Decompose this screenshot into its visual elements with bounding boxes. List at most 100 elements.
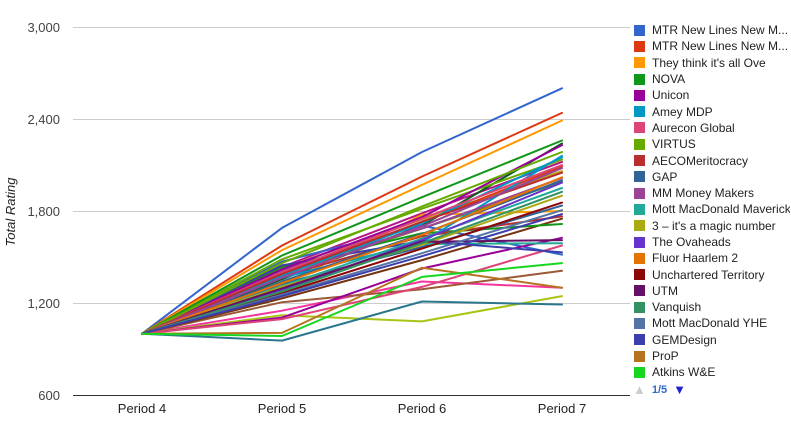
legend-item-label: The Ovaheads [652,235,731,249]
series-line [141,213,563,335]
legend-swatch-icon [634,203,645,215]
legend-item: Atkins W&E [634,364,790,380]
y-tick-label: 600 [38,388,60,403]
legend-item-label: Mott MacDonald YHE [652,316,768,331]
x-tick-label: Period 4 [117,401,167,416]
legend-item-label: 3 – it's a magic number [652,218,776,233]
legend-item-label: Vanquish [652,300,702,315]
series-line [141,87,563,335]
legend-pagination: ▲ 1/5 ▼ [633,382,686,397]
legend-swatch-icon [634,317,645,329]
series-line [141,300,563,342]
legend-page-up-icon[interactable]: ▲ [633,382,646,397]
legend-item: Fluor Haarlem 2 [634,250,790,266]
legend-swatch-icon [634,89,645,101]
series-line [141,176,563,335]
legend-item-label: Unchartered Territory [652,267,765,282]
legend-item-label: MTR New Lines New M... [652,23,789,38]
legend-swatch-icon [634,138,645,150]
series-line [141,167,563,335]
y-tick-label: 2,400 [27,112,60,127]
series-line [141,244,563,335]
x-tick-label: Period 7 [537,401,587,416]
legend-swatch-icon [634,252,645,264]
legend-item: Mott MacDonald YHE [634,315,790,331]
legend-item: 3 – it's a magic number [634,218,790,234]
x-tick-label: Period 5 [257,401,307,416]
legend-swatch-icon [634,40,645,52]
series-line [141,262,563,337]
legend-item: MTR New Lines New M... [634,38,790,54]
legend-item: Mott MacDonald Maverick [634,201,790,217]
legend: MTR New Lines New M... MTR New Lines New … [634,22,790,381]
legend-swatch-icon [634,171,645,183]
legend-item: Unicon [634,87,790,103]
legend-swatch-icon [634,122,645,134]
legend-item: MM Money Makers [634,185,790,201]
legend-swatch-icon [634,187,645,199]
legend-page-indicator: 1/5 [651,383,668,396]
series-line [141,239,563,335]
series-line [141,144,563,335]
legend-item-label: AECOMeritocracy [652,153,749,168]
series-line [141,269,563,335]
legend-swatch-icon [634,236,645,248]
legend-item: NOVA [634,71,790,87]
legend-item-label: GEMDesign [652,332,717,347]
legend-item: MTR New Lines New M... [634,22,790,38]
legend-item: GEMDesign [634,332,790,348]
legend-item: Unchartered Territory [634,266,790,282]
legend-swatch-icon [634,24,645,36]
legend-swatch-icon [634,350,645,362]
legend-item-label: Amey MDP [652,104,713,119]
legend-item-label: GAP [652,169,678,184]
legend-item: GAP [634,169,790,185]
legend-item: VIRTUS [634,136,790,152]
series-line [141,111,563,335]
legend-item: Vanquish [634,299,790,315]
legend-swatch-icon [634,155,645,167]
series-line [141,151,563,335]
legend-swatch-icon [634,220,645,232]
legend-item-label: Aurecon Global [652,120,735,135]
legend-item: The Ovaheads [634,234,790,250]
legend-item-label: VIRTUS [652,137,696,152]
series-line [141,190,563,335]
legend-item-label: They think it's all Ove [652,55,766,70]
legend-item-label: NOVA [652,72,686,87]
series-line [141,209,563,335]
legend-swatch-icon [634,269,645,281]
y-tick-label: 1,200 [27,296,60,311]
legend-item-label: Atkins W&E [652,365,716,380]
legend-swatch-icon [634,366,645,378]
series-line [141,119,563,335]
legend-swatch-icon [634,73,645,85]
legend-page-down-icon[interactable]: ▼ [673,382,687,397]
legend-item-label: Unicon [652,88,690,103]
legend-item: Amey MDP [634,103,790,119]
legend-item: UTM [634,283,790,299]
legend-item-label: MTR New Lines New M... [652,39,789,54]
series-line [141,239,563,335]
legend-item: ProP [634,348,790,364]
series-line [141,266,563,335]
legend-item-label: Fluor Haarlem 2 [652,251,739,266]
series-line [141,139,563,335]
legend-swatch-icon [634,106,645,118]
legend-swatch-icon [634,301,645,313]
legend-item: Aurecon Global [634,120,790,136]
y-tick-label: 3,000 [27,20,60,35]
series-line [141,295,563,335]
legend-item-label: MM Money Makers [652,186,755,201]
y-tick-label: 1,800 [27,204,60,219]
legend-item: AECOMeritocracy [634,152,790,168]
x-tick-label: Period 6 [397,401,447,416]
legend-item: They think it's all Ove [634,55,790,71]
legend-swatch-icon [634,334,645,346]
legend-item-label: UTM [652,283,678,298]
legend-swatch-icon [634,285,645,297]
legend-item-label: Mott MacDonald Maverick [652,202,790,217]
legend-swatch-icon [634,57,645,69]
